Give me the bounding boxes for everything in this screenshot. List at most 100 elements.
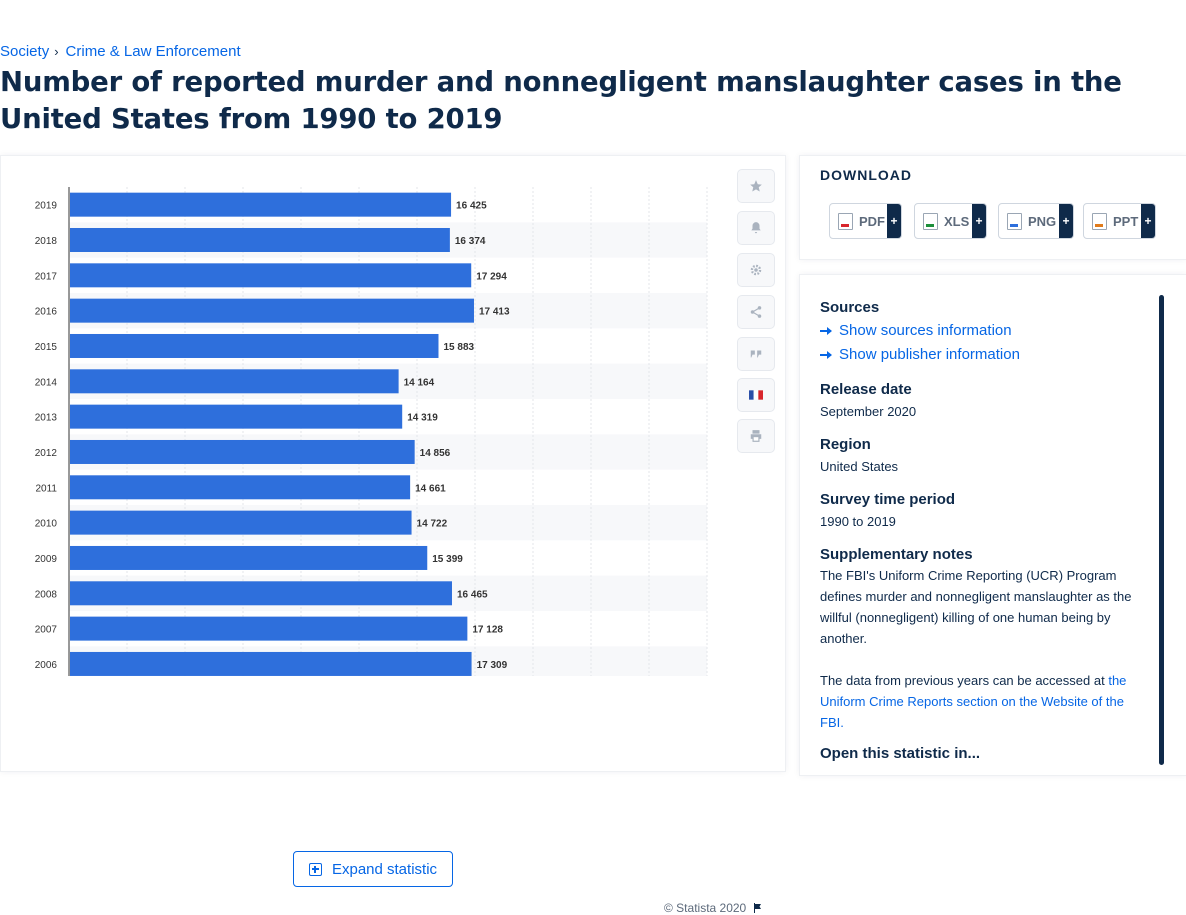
tick-label: 2016 xyxy=(35,307,58,318)
png-label: PNG xyxy=(1028,213,1057,229)
copyright[interactable]: © Statista 2020 xyxy=(664,901,764,915)
copyright-text: © Statista 2020 xyxy=(664,901,747,915)
download-xls-button[interactable]: XLS + xyxy=(914,203,987,239)
share-button[interactable] xyxy=(737,295,775,329)
notes-text: The FBI's Uniform Crime Reporting (UCR) … xyxy=(820,568,1132,646)
expand-label: Expand statistic xyxy=(331,860,438,878)
tick-label: 2018 xyxy=(35,236,58,247)
print-button[interactable] xyxy=(737,419,775,453)
notes-heading: Supplementary notes xyxy=(820,546,973,563)
png-file-icon xyxy=(1007,212,1022,230)
data-label: 14 722 xyxy=(417,519,448,530)
data-label: 17 413 xyxy=(479,307,510,318)
release-value: September 2020 xyxy=(820,404,917,419)
data-label: 15 883 xyxy=(443,342,474,353)
ucr-link[interactable]: the Uniform Crime Reports section on the… xyxy=(820,673,1127,730)
show-sources-label: Show sources information xyxy=(839,322,1012,339)
tick-label: 2017 xyxy=(35,271,58,282)
download-ppt-button[interactable]: PPT + xyxy=(1083,203,1156,239)
xls-plus[interactable]: + xyxy=(972,204,986,238)
flag-fr-icon xyxy=(749,390,763,400)
pdf-file-icon xyxy=(838,212,853,230)
language-button[interactable] xyxy=(737,378,775,412)
tick-label: 2006 xyxy=(35,660,58,671)
data-label: 16 465 xyxy=(457,589,488,600)
bar-2016[interactable] xyxy=(70,298,474,323)
download-png-button[interactable]: PNG + xyxy=(998,203,1074,239)
quote-icon xyxy=(750,350,762,358)
open-heading: Open this statistic in... xyxy=(820,745,981,762)
bar-2014[interactable] xyxy=(70,369,399,394)
print-icon xyxy=(750,430,762,442)
data-label: 14 319 xyxy=(407,413,438,424)
info-scrollbar[interactable] xyxy=(1159,295,1164,765)
bar-2006[interactable] xyxy=(70,651,472,676)
arrow-right-icon xyxy=(820,326,832,335)
tick-label: 2008 xyxy=(35,589,58,600)
page-title: Number of reported murder and nonneglige… xyxy=(0,66,1122,135)
tick-label: 2011 xyxy=(35,483,57,494)
flag-icon xyxy=(754,903,762,913)
ppt-label: PPT xyxy=(1113,213,1139,229)
bar-2009[interactable] xyxy=(70,545,428,570)
bar-2012[interactable] xyxy=(70,439,415,464)
show-sources-link[interactable]: Show sources information xyxy=(820,322,1012,339)
share-icon xyxy=(750,306,762,318)
data-label: 17 294 xyxy=(476,271,507,282)
bar-2007[interactable] xyxy=(70,616,468,641)
expand-icon xyxy=(308,862,322,876)
expand-statistic-button[interactable]: Expand statistic xyxy=(293,851,453,887)
favorite-button[interactable] xyxy=(737,169,775,203)
tick-label: 2009 xyxy=(35,554,58,565)
pdf-label: PDF xyxy=(859,213,885,229)
ppt-plus[interactable]: + xyxy=(1141,204,1155,238)
pdf-plus[interactable]: + xyxy=(887,204,901,238)
data-label: 14 164 xyxy=(404,377,435,388)
chart-panel: 2019 16 425 2018 16 374 2017 17 294 2016 17 413… xyxy=(0,155,786,915)
data-label: 16 425 xyxy=(456,201,487,212)
region-heading: Region xyxy=(820,436,871,453)
bar-2011[interactable] xyxy=(70,475,411,500)
bar-2018[interactable] xyxy=(70,227,450,252)
chart-fade xyxy=(1,804,741,834)
sources-heading: Sources xyxy=(820,299,880,316)
notes-text-2-content: The data from previous years can be acce… xyxy=(820,673,1105,688)
tick-label: 2014 xyxy=(35,377,58,388)
show-publisher-label: Show publisher information xyxy=(839,346,1020,363)
data-label: 17 309 xyxy=(477,660,508,671)
tick-label: 2010 xyxy=(35,519,58,530)
settings-button[interactable] xyxy=(737,253,775,287)
gear-icon xyxy=(750,264,762,276)
xls-label: XLS xyxy=(944,213,970,229)
xls-file-icon xyxy=(923,212,938,230)
bar-2015[interactable] xyxy=(70,333,439,358)
data-label: 16 374 xyxy=(455,236,486,247)
survey-heading: Survey time period xyxy=(820,491,956,508)
tick-label: 2012 xyxy=(35,448,58,459)
breadcrumb-item-crime[interactable]: Crime & Law Enforcement xyxy=(65,43,241,60)
alert-button[interactable] xyxy=(737,211,775,245)
bar-2019[interactable] xyxy=(70,192,452,217)
bar-2017[interactable] xyxy=(70,263,472,288)
cite-button[interactable] xyxy=(737,337,775,371)
download-title: DOWNLOAD xyxy=(820,167,912,183)
tick-label: 2015 xyxy=(35,342,58,353)
download-pdf-button[interactable]: PDF + xyxy=(829,203,902,239)
show-publisher-link[interactable]: Show publisher information xyxy=(820,346,1020,363)
bell-icon xyxy=(751,222,761,234)
breadcrumb: Society › Crime & Law Enforcement xyxy=(0,43,241,60)
bar-2013[interactable] xyxy=(70,404,403,429)
png-plus[interactable]: + xyxy=(1059,204,1073,238)
survey-value: 1990 to 2019 xyxy=(820,514,896,529)
bar-2008[interactable] xyxy=(70,581,452,606)
bar-2010[interactable] xyxy=(70,510,412,535)
bar-chart: 2019 16 425 2018 16 374 2017 17 294 2016 17 413… xyxy=(35,187,708,676)
release-heading: Release date xyxy=(820,381,912,398)
tick-label: 2007 xyxy=(35,625,58,636)
star-icon xyxy=(750,180,762,192)
data-label: 15 399 xyxy=(432,554,463,565)
region-value: United States xyxy=(820,459,899,474)
arrow-right-icon xyxy=(820,350,832,359)
data-label: 17 128 xyxy=(472,625,503,636)
breadcrumb-item-society[interactable]: Society xyxy=(0,43,50,60)
